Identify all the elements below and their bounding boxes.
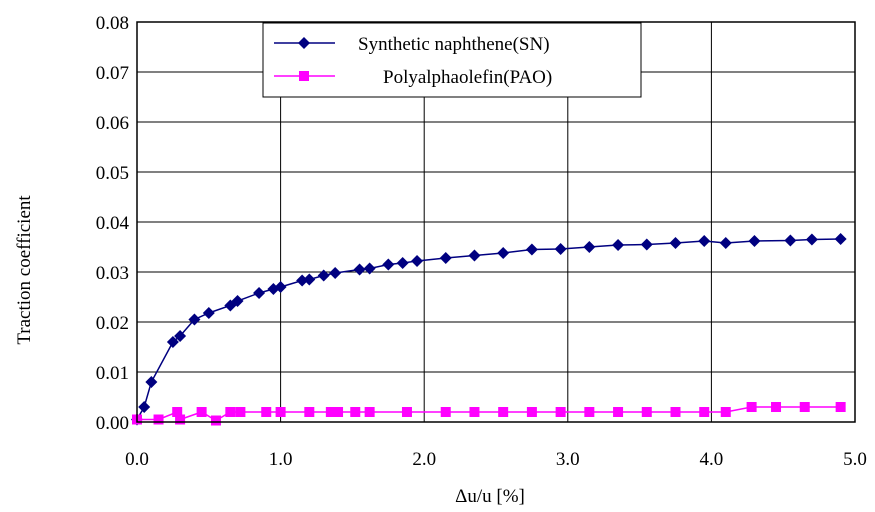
data-point (225, 407, 236, 417)
data-point (401, 407, 412, 417)
x-tick-label: 0.0 (125, 449, 149, 470)
data-point (274, 281, 287, 293)
y-tick-label: 0.06 (96, 113, 129, 134)
x-tick-label: 3.0 (556, 449, 580, 470)
x-tick-label: 2.0 (412, 449, 436, 470)
data-point (231, 295, 244, 307)
data-point (304, 407, 315, 417)
plot-frame (136, 21, 856, 423)
y-tick-label: 0.04 (96, 213, 130, 234)
data-point (202, 307, 215, 319)
data-point (440, 407, 451, 417)
data-point (835, 402, 846, 412)
data-point (172, 407, 183, 417)
data-point (325, 407, 336, 417)
data-point (353, 263, 366, 276)
x-tick-label: 5.0 (843, 449, 867, 470)
y-axis-title: Traction coefficient (14, 195, 35, 345)
data-point (303, 273, 316, 286)
data-point (468, 249, 481, 262)
data-point (834, 233, 847, 245)
legend-label-sn: Synthetic naphthene(SN) (358, 34, 550, 55)
x-tick-labels: 0.0 1.0 2.0 3.0 4.0 5.0 (125, 449, 867, 470)
data-point (771, 402, 782, 412)
data-point (584, 407, 595, 417)
x-axis-title: Δu/u [%] (455, 486, 525, 507)
y-tick-label: 0.01 (96, 363, 129, 384)
data-point (261, 407, 272, 417)
y-tick-label: 0.00 (96, 413, 129, 434)
data-point (296, 274, 309, 287)
legend-marker-sn (298, 37, 310, 49)
data-point (805, 233, 818, 246)
data-point (784, 234, 797, 247)
data-point (554, 243, 567, 255)
y-tick-label: 0.02 (96, 313, 129, 334)
data-point (235, 407, 246, 417)
data-point (583, 241, 596, 253)
legend-label-pao: Polyalphaolefin(PAO) (383, 67, 552, 88)
data-point (411, 255, 424, 267)
data-point (613, 407, 624, 417)
y-tick-label: 0.03 (96, 263, 129, 284)
data-point (363, 262, 376, 275)
data-point (526, 407, 537, 417)
data-point (210, 415, 221, 426)
series-sn (131, 233, 847, 426)
grid (137, 22, 855, 422)
data-point (175, 414, 186, 425)
legend: Synthetic naphthene(SN) Polyalphaolefin(… (262, 22, 642, 98)
legend-marker-pao (299, 71, 309, 81)
y-tick-labels: 0.00 0.01 0.02 0.03 0.04 0.05 0.06 0.07 0.08 (96, 13, 130, 434)
data-point (469, 407, 480, 417)
data-point (497, 247, 510, 259)
data-point (719, 237, 732, 249)
data-point (153, 414, 164, 425)
data-point (364, 407, 375, 417)
data-point (275, 407, 286, 417)
data-point (333, 407, 344, 417)
legend-box (262, 22, 642, 98)
data-point (612, 239, 625, 251)
data-point (670, 407, 681, 417)
y-tick-label: 0.05 (96, 163, 129, 184)
data-point (317, 269, 330, 282)
data-point (174, 330, 187, 342)
series-line (136, 238, 841, 420)
data-point (188, 313, 201, 326)
data-point (439, 252, 452, 264)
data-point (640, 238, 653, 251)
data-point (699, 407, 710, 417)
data-point (196, 407, 207, 417)
data-point (382, 258, 395, 271)
data-point (669, 237, 682, 249)
data-point (748, 235, 761, 247)
data-point (350, 407, 361, 417)
data-point (329, 267, 342, 279)
data-point (799, 402, 810, 412)
data-point (720, 407, 731, 417)
data-point (698, 235, 711, 247)
data-point (166, 336, 179, 348)
x-tick-label: 1.0 (269, 449, 293, 470)
data-point (555, 407, 566, 417)
y-tick-label: 0.08 (96, 13, 129, 34)
data-point (145, 376, 158, 388)
data-point (498, 407, 509, 417)
series-pao (132, 402, 846, 426)
series-layer (131, 233, 847, 426)
data-point (641, 407, 652, 417)
data-point (525, 243, 538, 256)
x-tick-label: 4.0 (700, 449, 724, 470)
data-point (396, 257, 409, 269)
data-point (138, 401, 151, 413)
data-point (253, 287, 266, 299)
y-tick-label: 0.07 (96, 63, 129, 84)
data-point (746, 402, 757, 412)
